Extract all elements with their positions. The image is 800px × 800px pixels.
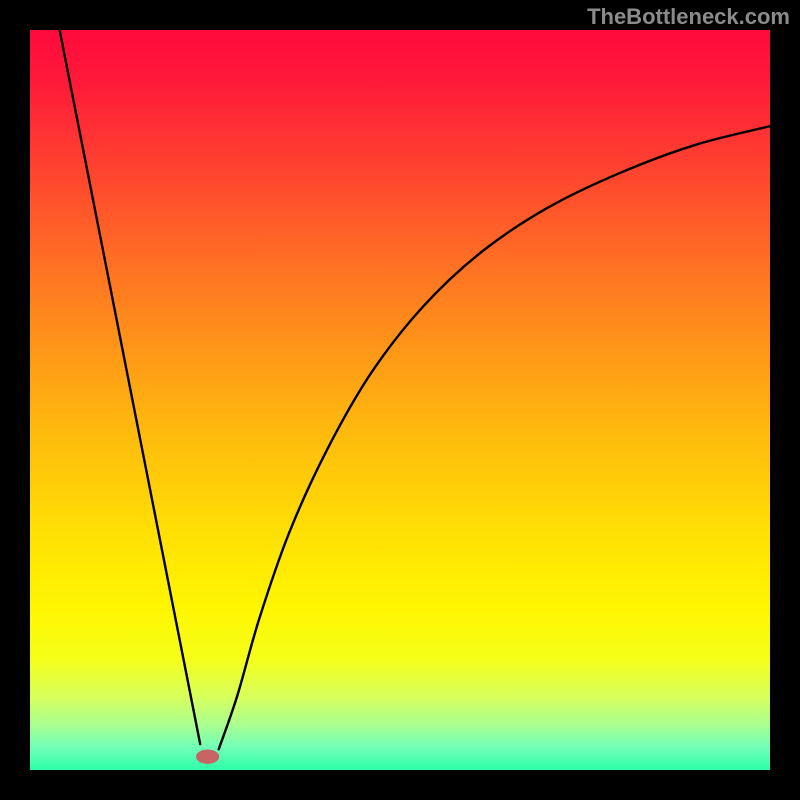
minimum-marker (197, 750, 219, 763)
plot-area (30, 30, 770, 770)
gradient-background (30, 30, 770, 770)
plot-svg (30, 30, 770, 770)
chart-container: TheBottleneck.com (0, 0, 800, 800)
attribution-label: TheBottleneck.com (587, 4, 790, 30)
